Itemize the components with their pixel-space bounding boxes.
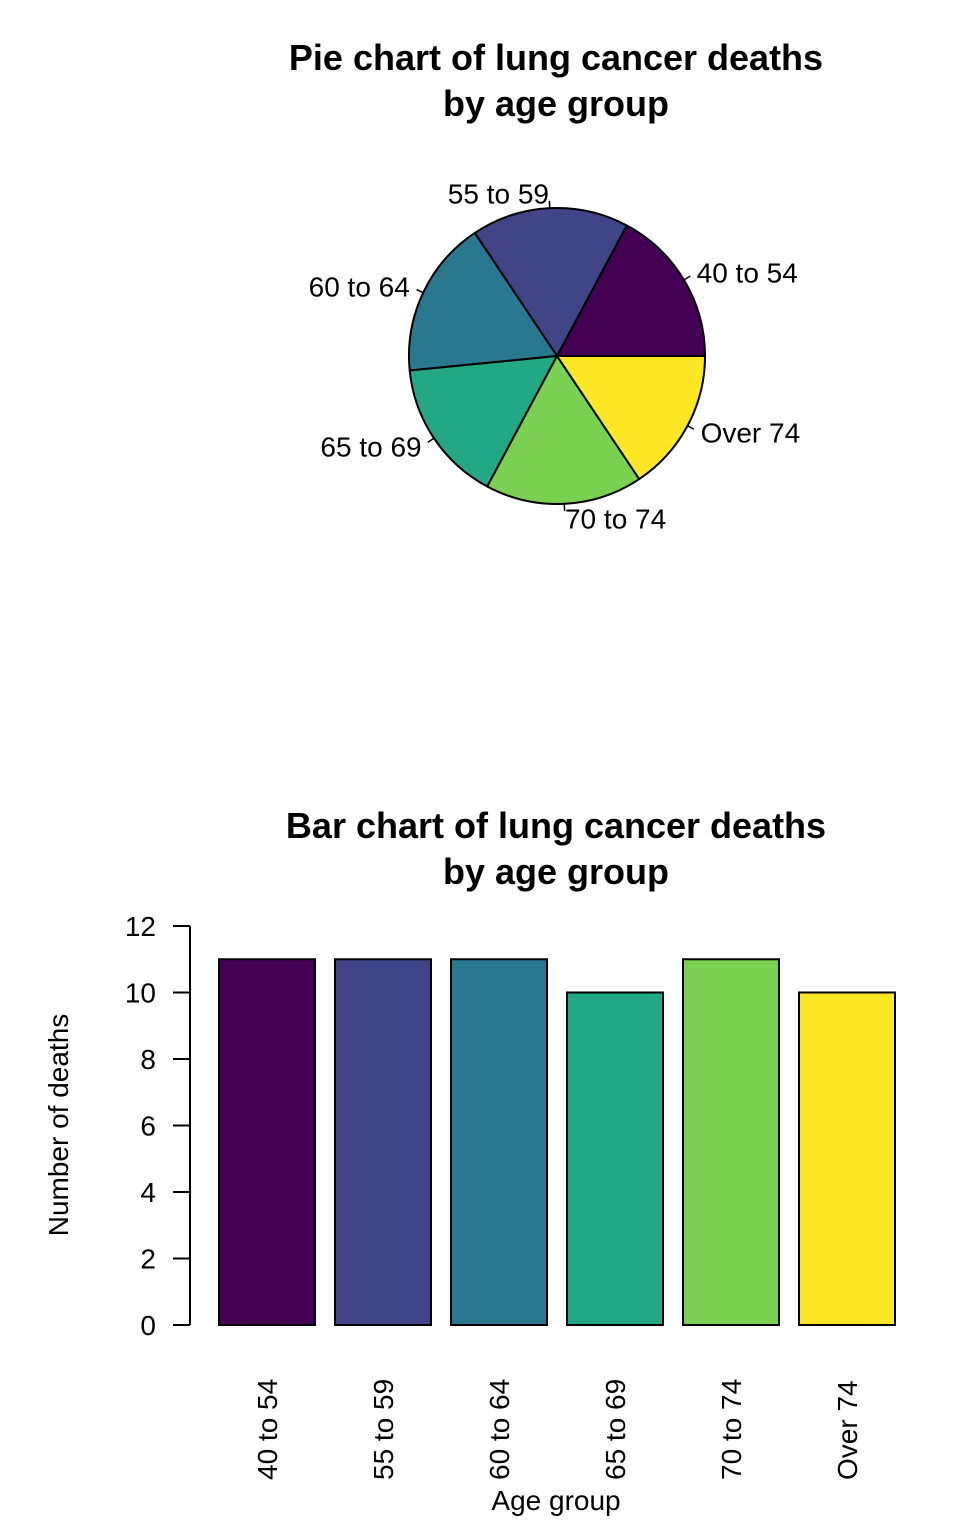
pie-slice-over-74	[556, 355, 706, 481]
y-tick-label: 2	[140, 1244, 156, 1275]
pie-chart: Pie chart of lung cancer deaths by age g…	[289, 37, 823, 535]
y-tick-label: 10	[125, 978, 156, 1009]
bar-chart: Bar chart of lung cancer deaths by age g…	[43, 805, 896, 1516]
pie-label-40-to-54: 40 to 54	[697, 257, 798, 288]
x-tick-label-65-to-69: 65 to 69	[600, 1379, 631, 1480]
pie-title-line-2: by age group	[443, 83, 669, 124]
pie-label-tick	[427, 437, 435, 443]
pie-label-over-74: Over 74	[701, 418, 801, 449]
bar-title-line-1: Bar chart of lung cancer deaths	[286, 805, 826, 846]
bar-title-line-2: by age group	[443, 851, 669, 892]
bar-60-to-64	[450, 958, 548, 1326]
x-tick-label-70-to-74: 70 to 74	[716, 1379, 747, 1480]
pie-label-tick	[687, 425, 695, 430]
pie-slice-65-to-69	[408, 355, 558, 488]
bar-65-to-69	[566, 991, 664, 1326]
y-tick-label: 6	[140, 1111, 156, 1142]
pie-label-60-to-64: 60 to 64	[309, 271, 410, 302]
y-axis-label: Number of deaths	[43, 1014, 74, 1237]
pie-label-55-to-59: 55 to 59	[448, 178, 549, 209]
bar-70-to-74	[682, 958, 780, 1326]
x-tick-label-over-74: Over 74	[832, 1380, 863, 1480]
x-axis-label: Age group	[491, 1485, 620, 1516]
pie-label-tick	[416, 288, 424, 294]
x-tick-label-55-to-59: 55 to 59	[368, 1379, 399, 1480]
x-tick-label-40-to-54: 40 to 54	[252, 1379, 283, 1480]
y-tick-label: 4	[140, 1177, 156, 1208]
y-tick-label: 8	[140, 1044, 156, 1075]
bar-40-to-54	[218, 958, 316, 1326]
x-tick-label-60-to-64: 60 to 64	[484, 1379, 515, 1480]
bar-55-to-59	[334, 958, 432, 1326]
pie-label-70-to-74: 70 to 74	[565, 504, 666, 535]
pie-label-tick	[683, 275, 691, 281]
pie-title-line-1: Pie chart of lung cancer deaths	[289, 37, 823, 78]
bar-over-74	[798, 991, 896, 1326]
y-tick-label: 0	[140, 1310, 156, 1341]
y-tick-label: 12	[125, 911, 156, 942]
pie-label-65-to-69: 65 to 69	[320, 431, 421, 462]
